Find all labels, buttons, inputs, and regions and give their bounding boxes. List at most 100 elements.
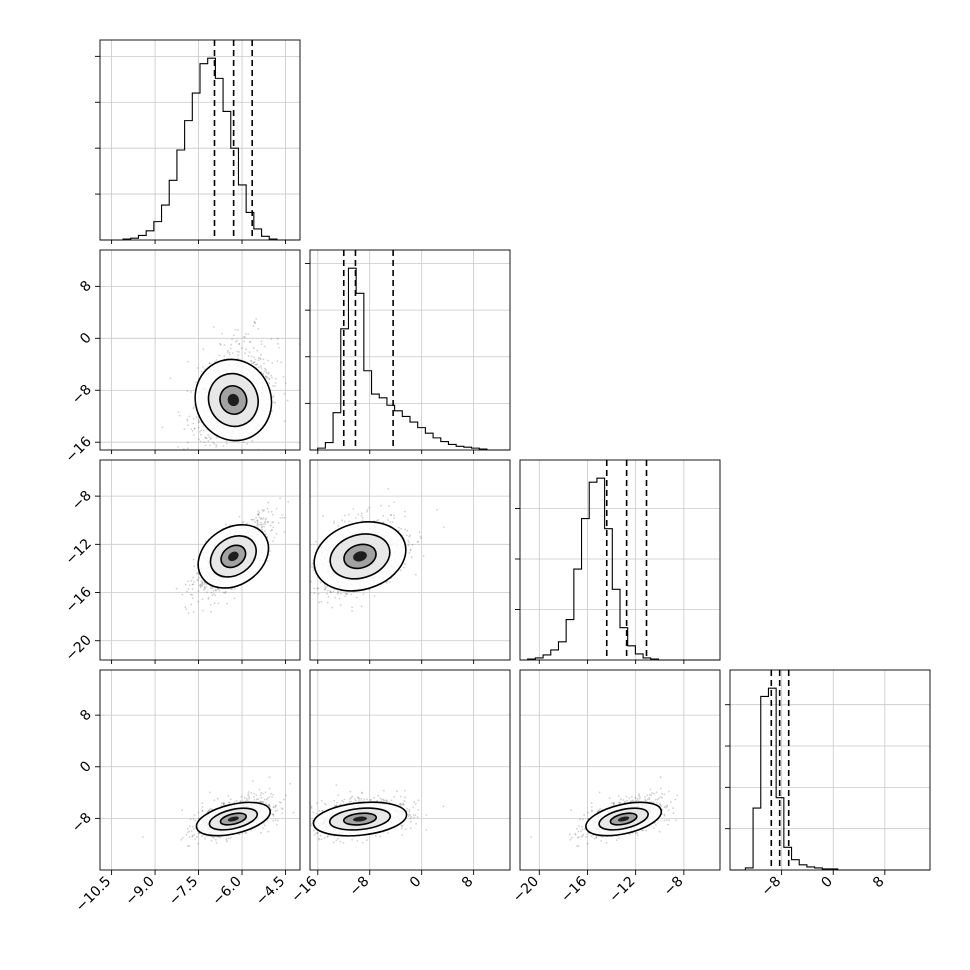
scatter-point [644, 799, 647, 802]
scatter-point [257, 798, 260, 801]
scatter-point [276, 360, 279, 363]
scatter-point [327, 595, 330, 598]
scatter-point [286, 399, 289, 402]
scatter-point [408, 552, 411, 554]
scatter-point [276, 342, 279, 345]
scatter-point [268, 804, 270, 807]
scatter-point [315, 802, 318, 804]
scatter-point [275, 507, 278, 510]
scatter-point [385, 581, 388, 584]
scatter-point [223, 355, 226, 357]
scatter-point [186, 418, 189, 421]
scatter-point [180, 838, 183, 841]
contour-line-1 [328, 807, 392, 831]
scatter-point [661, 792, 664, 795]
scatter-point [255, 516, 257, 519]
scatter-point [269, 524, 272, 527]
scatter-point [337, 591, 340, 594]
scatter-point [261, 526, 263, 529]
scatter-point [265, 802, 267, 804]
joint-grid [100, 670, 300, 870]
scatter-point [231, 587, 234, 590]
scatter-point [267, 501, 270, 504]
scatter-point [672, 812, 675, 815]
joint-content [530, 776, 679, 848]
scatter-point [272, 513, 274, 516]
scatter-point [178, 414, 181, 417]
scatter-point [274, 382, 277, 384]
contour-line-0 [312, 801, 408, 837]
scatter-point [305, 568, 307, 570]
scatter-point [256, 519, 259, 522]
scatter-point [310, 824, 313, 827]
scatter-point [193, 581, 196, 583]
scatter-point [226, 442, 228, 445]
scatter-point [247, 791, 250, 793]
scatter-point [257, 357, 260, 359]
scatter-point [244, 831, 247, 834]
panel-frame [309, 459, 511, 661]
contour-line-2 [343, 543, 377, 570]
scatter-point [211, 594, 214, 596]
scatter-point [190, 473, 192, 475]
scatter-point [242, 441, 245, 444]
scatter-point [264, 530, 266, 533]
scatter-point [347, 513, 350, 516]
scatter-point [193, 833, 196, 836]
scatter-point [267, 372, 269, 375]
scatter-point [403, 566, 405, 569]
scatter-point [199, 433, 202, 436]
scatter-point [253, 792, 256, 795]
scatter-point [202, 348, 205, 351]
scatter-point [222, 802, 225, 805]
scatter-point [263, 345, 266, 348]
scatter-point [277, 522, 280, 524]
scatter-point [264, 791, 267, 794]
scatter-point [317, 587, 319, 589]
scatter-point [343, 514, 346, 517]
panel-frame [309, 249, 511, 451]
scatter-point [333, 804, 336, 807]
scatter-point [237, 354, 240, 356]
scatter-point [576, 836, 579, 839]
scatter-point [656, 798, 659, 801]
scatter-point [196, 572, 199, 574]
scatter-point [348, 800, 351, 803]
scatter-point [235, 799, 238, 802]
marginal-panel-3 [725, 669, 931, 871]
scatter-point [198, 576, 200, 579]
scatter-point [292, 811, 295, 814]
scatter-point [199, 585, 202, 588]
scatter-point [192, 558, 195, 561]
scatter-point [267, 511, 270, 513]
scatter-point [274, 806, 277, 809]
scatter-point [409, 814, 411, 816]
scatter-point [282, 375, 285, 378]
scatter-point [216, 587, 219, 590]
scatter-point [275, 532, 278, 535]
scatter-point [214, 588, 217, 591]
scatter-point [207, 440, 210, 442]
scatter-point [264, 518, 267, 521]
scatter-point [186, 831, 189, 834]
scatter-point [648, 796, 651, 799]
scatter-point [209, 362, 211, 365]
contour-line-2 [342, 812, 378, 826]
scatter-point [191, 430, 194, 432]
scatter-point [252, 362, 255, 364]
scatter-point [246, 442, 249, 445]
scatter-point [350, 593, 353, 596]
scatter-point [272, 813, 274, 815]
scatter-point [354, 799, 357, 802]
scatter-point [348, 798, 351, 800]
scatter-point [272, 814, 275, 817]
scatter-point [242, 520, 245, 523]
scatter-point [598, 809, 601, 812]
scatter-point [215, 444, 218, 447]
scatter-point [351, 795, 354, 798]
scatter-point [361, 519, 364, 522]
scatter-point [578, 825, 580, 827]
scatter-point [323, 588, 326, 591]
scatter-point [192, 422, 195, 425]
scatter-point [254, 358, 257, 361]
